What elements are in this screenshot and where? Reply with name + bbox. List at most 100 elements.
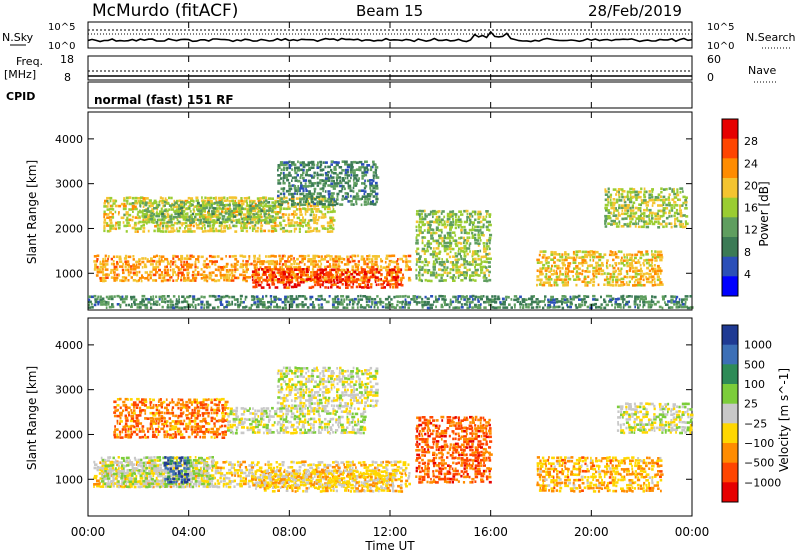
power-echo-cell (352, 197, 356, 200)
power-echo-cell (682, 222, 685, 226)
power-echo-cell (572, 258, 577, 262)
vel-echo-cell (379, 477, 382, 480)
vel-echo-cell (245, 468, 248, 472)
vel-echo-cell (236, 483, 240, 486)
power-echo-cell (251, 270, 256, 273)
power-echo-cell (525, 298, 528, 301)
power-echo-cell (418, 271, 421, 274)
power-echo-cell (274, 286, 279, 289)
power-echo-cell (256, 260, 260, 264)
power-echo-cell (358, 168, 362, 172)
power-echo-cell (581, 255, 586, 259)
power-echo-cell (364, 197, 367, 201)
power-echo-cell (432, 239, 436, 243)
power-echo-cell (324, 286, 327, 289)
power-echo-cell (624, 212, 628, 216)
power-echo-cell (210, 220, 215, 224)
power-echo-cell (166, 295, 170, 298)
power-echo-cell (443, 247, 448, 250)
power-echo-cell (423, 268, 427, 272)
power-echo-cell (336, 273, 339, 277)
power-echo-cell (466, 236, 469, 239)
power-echo-cell (552, 301, 557, 304)
power-echo-cell (628, 262, 632, 265)
vel-echo-cell (129, 463, 133, 466)
power-echo-cell (99, 279, 103, 282)
power-echo-cell (603, 306, 607, 310)
power-echo-cell (684, 200, 688, 204)
power-echo-cell (263, 212, 267, 215)
power-echo-cell (326, 210, 330, 214)
power-echo-cell (239, 265, 243, 269)
power-echo-cell (319, 163, 323, 167)
vel-echo-cell (335, 464, 339, 467)
power-echo-cell (99, 270, 103, 274)
power-echo-cell (305, 278, 310, 281)
power-echo-cell (283, 195, 286, 198)
power-echo-cell (299, 268, 304, 271)
power-echo-cell (679, 198, 681, 202)
vel-echo-cell (382, 466, 386, 469)
power-echo-cell (646, 207, 648, 210)
power-echo-cell (344, 192, 348, 195)
power-echo-cell (293, 203, 296, 206)
power-echo-cell (592, 253, 596, 256)
power-echo-cell (288, 193, 292, 196)
power-echo-cell (249, 212, 252, 215)
power-echo-cell (155, 254, 158, 258)
power-echo-cell (477, 229, 481, 232)
power-echo-cell (377, 278, 380, 281)
power-echo-cell (216, 255, 220, 258)
power-echo-cell (99, 262, 103, 266)
power-echo-cell (429, 220, 434, 223)
power-echo-cell (201, 196, 203, 199)
power-echo-cell (275, 212, 279, 216)
power-echo-cell (391, 305, 395, 309)
power-echo-cell (110, 297, 114, 301)
power-echo-cell (295, 295, 298, 298)
power-echo-cell (626, 198, 631, 201)
power-echo-cell (645, 215, 650, 218)
power-echo-cell (651, 250, 653, 253)
power-echo-cell (634, 283, 639, 287)
power-echo-cell (401, 306, 405, 309)
power-echo-cell (106, 196, 110, 200)
power-echo-cell (617, 272, 621, 276)
power-echo-cell (344, 181, 348, 185)
vel-echo-cell (332, 485, 335, 488)
vel-echo-cell (374, 461, 378, 464)
power-echo-cell (606, 259, 609, 262)
power-echo-cell (612, 214, 616, 217)
vel-echo-cell (202, 485, 207, 488)
power-echo-cell (421, 217, 425, 221)
power-echo-cell (365, 274, 368, 277)
power-echo-cell (429, 210, 433, 214)
power-echo-cell (113, 274, 116, 277)
power-echo-cell (157, 203, 161, 207)
power-echo-cell (253, 276, 256, 279)
power-echo-cell (159, 196, 162, 199)
power-echo-cell (474, 263, 479, 266)
power-echo-cell (112, 208, 115, 211)
power-echo-cell (449, 276, 454, 279)
power-echo-cell (327, 281, 332, 284)
power-echo-cell (184, 221, 188, 225)
power-echo-cell (336, 173, 339, 177)
power-echo-cell (371, 273, 375, 276)
power-echo-cell (197, 258, 200, 261)
power-echo-cell (151, 210, 155, 213)
power-echo-cell (290, 219, 294, 222)
power-echo-cell (277, 168, 279, 172)
power-echo-cell (355, 195, 360, 198)
vel-echo-cell (202, 465, 206, 469)
vel-echo-cell (295, 469, 298, 472)
power-echo-cell (285, 163, 288, 166)
power-echo-cell (421, 223, 426, 227)
power-echo-cell (435, 300, 439, 303)
power-echo-cell (369, 192, 373, 196)
power-echo-cell (223, 226, 227, 230)
power-echo-cell (639, 300, 641, 303)
power-echo-cell (276, 216, 281, 219)
power-echo-cell (223, 224, 227, 228)
power-echo-cell (674, 203, 678, 207)
